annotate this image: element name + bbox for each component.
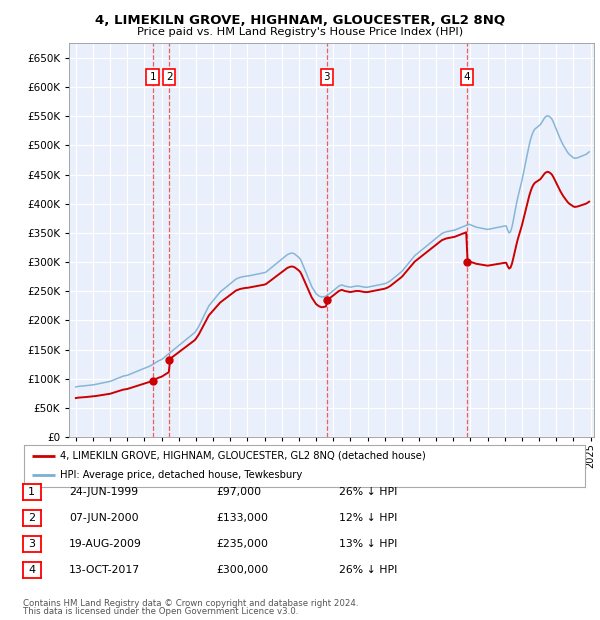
- Text: 4: 4: [28, 565, 35, 575]
- Text: 19-AUG-2009: 19-AUG-2009: [69, 539, 142, 549]
- Text: 4, LIMEKILN GROVE, HIGHNAM, GLOUCESTER, GL2 8NQ (detached house): 4, LIMEKILN GROVE, HIGHNAM, GLOUCESTER, …: [61, 451, 426, 461]
- Text: 07-JUN-2000: 07-JUN-2000: [69, 513, 139, 523]
- Text: 2: 2: [28, 513, 35, 523]
- Text: 4: 4: [463, 72, 470, 82]
- Text: Contains HM Land Registry data © Crown copyright and database right 2024.: Contains HM Land Registry data © Crown c…: [23, 598, 358, 608]
- Text: 13-OCT-2017: 13-OCT-2017: [69, 565, 140, 575]
- Text: 4, LIMEKILN GROVE, HIGHNAM, GLOUCESTER, GL2 8NQ: 4, LIMEKILN GROVE, HIGHNAM, GLOUCESTER, …: [95, 14, 505, 27]
- Text: £97,000: £97,000: [216, 487, 261, 497]
- Text: 3: 3: [323, 72, 330, 82]
- Text: 26% ↓ HPI: 26% ↓ HPI: [339, 565, 397, 575]
- Text: 26% ↓ HPI: 26% ↓ HPI: [339, 487, 397, 497]
- Text: 12% ↓ HPI: 12% ↓ HPI: [339, 513, 397, 523]
- Text: This data is licensed under the Open Government Licence v3.0.: This data is licensed under the Open Gov…: [23, 606, 298, 616]
- Text: £300,000: £300,000: [216, 565, 268, 575]
- Text: 3: 3: [28, 539, 35, 549]
- Text: 1: 1: [149, 72, 156, 82]
- Text: 2: 2: [166, 72, 172, 82]
- Text: £133,000: £133,000: [216, 513, 268, 523]
- Text: 1: 1: [28, 487, 35, 497]
- Text: Price paid vs. HM Land Registry's House Price Index (HPI): Price paid vs. HM Land Registry's House …: [137, 27, 463, 37]
- Text: 24-JUN-1999: 24-JUN-1999: [69, 487, 138, 497]
- Text: £235,000: £235,000: [216, 539, 268, 549]
- Text: HPI: Average price, detached house, Tewkesbury: HPI: Average price, detached house, Tewk…: [61, 471, 303, 480]
- Text: 13% ↓ HPI: 13% ↓ HPI: [339, 539, 397, 549]
